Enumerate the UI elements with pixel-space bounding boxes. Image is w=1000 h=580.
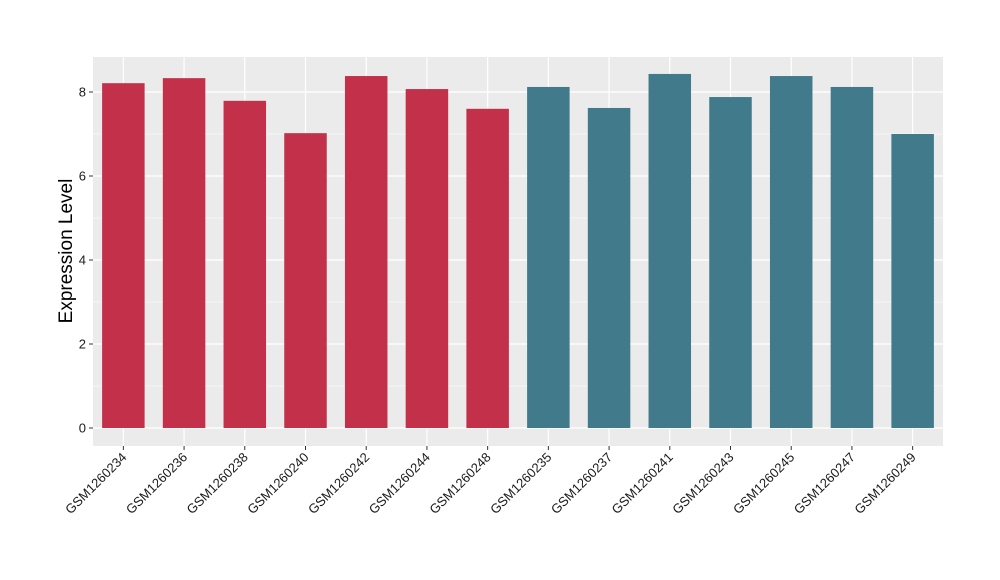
x-tick-label: GSM1260235 <box>487 450 554 517</box>
y-tick-label: 8 <box>79 85 86 100</box>
bar-GSM1260235 <box>527 86 570 429</box>
x-tick-label: GSM1260243 <box>669 450 736 517</box>
bar-GSM1260236 <box>162 78 206 428</box>
x-tick-label: GSM1260234 <box>62 450 129 517</box>
bar-GSM1260241 <box>648 73 692 428</box>
x-tick-label: GSM1260237 <box>548 450 615 517</box>
bar-GSM1260238 <box>223 100 267 428</box>
y-tick-label: 4 <box>79 253 86 268</box>
x-tick-label: GSM1260242 <box>305 450 372 517</box>
bar-GSM1260243 <box>709 97 752 428</box>
bar-GSM1260248 <box>466 108 509 429</box>
x-tick-label: GSM1260245 <box>730 450 797 517</box>
bar-GSM1260249 <box>891 134 934 428</box>
y-tick-label: 0 <box>79 421 86 436</box>
bar-GSM1260245 <box>769 76 813 428</box>
x-tick-label: GSM1260236 <box>123 450 190 517</box>
x-tick-label: GSM1260241 <box>609 450 676 517</box>
x-tick-label: GSM1260240 <box>244 450 311 517</box>
x-tick-label: GSM1260238 <box>184 450 251 517</box>
bar-GSM1260234 <box>102 83 145 429</box>
y-tick-label: 2 <box>79 337 86 352</box>
x-tick-label: GSM1260248 <box>426 450 493 517</box>
bar-GSM1260242 <box>344 76 388 428</box>
bar-GSM1260240 <box>284 133 327 428</box>
plot-panel <box>93 57 943 446</box>
x-tick-label: GSM1260247 <box>791 450 858 517</box>
y-axis-label: Expression Level <box>56 179 77 324</box>
bar-GSM1260247 <box>830 86 874 429</box>
x-tick-label: GSM1260249 <box>851 450 918 517</box>
y-tick-label: 6 <box>79 169 86 184</box>
bar-GSM1260237 <box>587 107 631 429</box>
bar-GSM1260244 <box>405 89 449 428</box>
x-tick-label: GSM1260244 <box>366 450 433 517</box>
